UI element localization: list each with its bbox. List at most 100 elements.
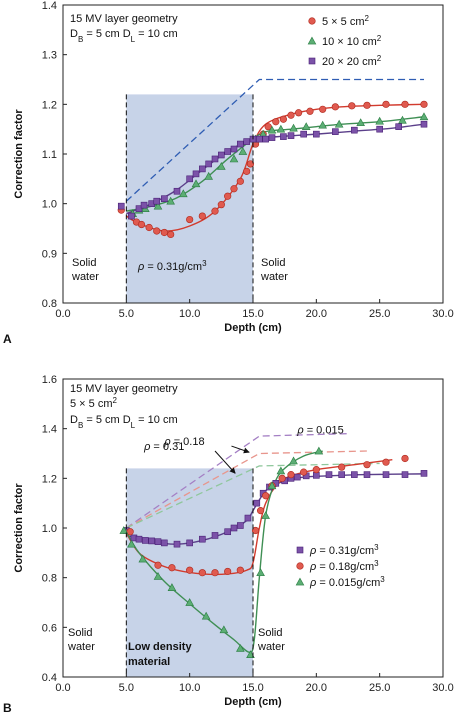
panel-a-legend: 5 × 5 cm2 10 × 10 cm2 20 × 20 cm2 (307, 14, 382, 69)
data-point-20-20-cm2 (199, 165, 206, 173)
data-point-0-31g-cm3 (199, 535, 206, 543)
data-point-0-015g-cm3 (167, 583, 177, 591)
data-point-0-31g-cm3 (237, 522, 244, 529)
data-point-5-5-cm2 (211, 207, 219, 215)
data-point-10-10-cm2 (229, 154, 239, 163)
data-point-0-18g-cm3 (154, 561, 162, 569)
data-point-0-015g-cm3 (153, 572, 163, 580)
data-point-0-015g-cm3 (236, 644, 245, 652)
data-point-5-5-cm2 (382, 100, 390, 108)
data-point-10-10-cm2 (301, 122, 311, 131)
x-tick-label: 5.0 (119, 682, 134, 694)
data-point-20-20-cm2 (262, 135, 269, 143)
legend-entry-20-20-cm2-label: 20 × 20 cm2 (322, 54, 382, 69)
panel-a-density-label: ρ = 0.31g/cm3 (137, 259, 207, 274)
data-point-10-10-cm2 (289, 123, 298, 132)
y-tick-label: 1.2 (42, 473, 57, 485)
data-point-0-015g-cm3 (289, 456, 298, 465)
x-tick-label: 20.0 (306, 682, 327, 694)
data-point-0-015g-cm3 (314, 446, 324, 455)
x-tick-label: 20.0 (306, 308, 327, 320)
data-point-0-31g-cm3 (382, 471, 390, 478)
panel-b-region-label-1: Low density (128, 641, 192, 653)
panel-b-left-region-label-1: Solid (68, 627, 92, 639)
panel-b-left-region-label-2: water (67, 641, 95, 653)
data-point-0-18g-cm3 (236, 566, 244, 574)
data-point-0-015g-cm3 (127, 539, 136, 548)
reference-line-0-18 (126, 450, 368, 529)
legend-entry-10-10-cm2-marker (307, 36, 317, 45)
reference-line (125, 78, 424, 202)
y-tick-label: 0.6 (42, 622, 57, 634)
data-point-20-20-cm2 (128, 212, 135, 220)
legend-entry-10-10-cm2-label: 10 × 10 cm2 (322, 34, 382, 49)
data-point-0-18g-cm3 (401, 454, 409, 463)
panel-b-right-region-label-2: water (257, 641, 285, 653)
data-point-5-5-cm2 (287, 111, 295, 119)
data-point-20-20-cm2 (237, 140, 244, 148)
panel-a-shaded-region (126, 94, 253, 304)
data-point-10-10-cm2 (334, 119, 344, 128)
data-point-10-10-cm2 (398, 115, 407, 124)
data-point-0-31g-cm3 (142, 537, 149, 544)
reference-line-0-015 (125, 432, 349, 529)
data-point-5-5-cm2 (217, 201, 225, 209)
legend-entry-0-18g-cm3-marker (296, 562, 304, 570)
data-point-5-5-cm2 (348, 102, 356, 110)
y-tick-label: 1.0 (42, 523, 57, 535)
data-point-0-31g-cm3 (135, 535, 143, 543)
panel-a-right-region-label-2: water (260, 271, 288, 283)
data-point-0-18g-cm3 (338, 463, 346, 471)
y-tick-label: 1.4 (42, 424, 57, 436)
data-point-0-18g-cm3 (300, 468, 308, 476)
data-point-10-10-cm2 (356, 118, 365, 127)
data-point-0-18g-cm3 (312, 466, 320, 474)
data-point-20-20-cm2 (280, 133, 287, 140)
x-tick-label: 5.0 (119, 308, 134, 320)
data-point-0-31g-cm3 (224, 528, 231, 536)
data-point-10-10-cm2 (267, 125, 277, 134)
data-point-0-31g-cm3 (351, 471, 358, 478)
data-point-0-31g-cm3 (401, 471, 409, 478)
panel-a-left-region-label-1: Solid (72, 257, 96, 269)
panel-b-annotation-field: 5 × 5 cm2 (70, 396, 118, 411)
rho-annotation-0-015: ρ = 0.015 (296, 425, 343, 437)
data-point-0-18g-cm3 (224, 567, 232, 576)
data-point-20-20-cm2 (211, 155, 219, 163)
data-point-5-5-cm2 (153, 227, 161, 235)
panel-a-letter: A (3, 332, 12, 346)
x-tick-label: 0.0 (55, 682, 70, 694)
panel-b-annotation-geometry: 15 MV layer geometry (70, 383, 178, 395)
x-tick-label: 10.0 (179, 682, 200, 694)
data-point-0-31g-cm3 (186, 539, 193, 547)
y-tick-label: 1.1 (42, 149, 57, 161)
rho-annotation-0-18: ρ = 0.18 (163, 436, 204, 448)
data-point-5-5-cm2 (224, 192, 232, 200)
rho-arrow-0-31 (214, 450, 236, 474)
data-point-20-20-cm2 (161, 195, 168, 202)
data-point-20-20-cm2 (205, 160, 212, 168)
series-line-0-18g-cm3 (125, 459, 393, 576)
legend-entry-5-5-cm2-label: 5 × 5 cm2 (322, 14, 370, 29)
data-point-5-5-cm2 (401, 100, 409, 108)
panel-b-ylabel: Correction factor (13, 483, 25, 573)
data-point-20-20-cm2 (135, 205, 143, 212)
data-point-0-015g-cm3 (246, 650, 255, 658)
data-point-5-5-cm2 (167, 230, 175, 239)
data-point-20-20-cm2 (395, 123, 402, 130)
data-point-5-5-cm2 (145, 223, 153, 232)
data-point-0-015g-cm3 (185, 598, 194, 606)
rho-arrow-0-18 (231, 445, 250, 454)
data-point-20-20-cm2 (173, 187, 181, 195)
data-point-5-5-cm2 (272, 118, 280, 126)
data-point-0-18g-cm3 (126, 528, 134, 536)
data-point-5-5-cm2 (295, 109, 303, 117)
legend-entry-5-5-cm2-marker (308, 17, 316, 25)
panel-b-letter: B (3, 701, 12, 713)
x-tick-label: 30.0 (432, 308, 453, 320)
data-point-20-20-cm2 (300, 130, 307, 138)
x-tick-label: 0.0 (55, 308, 70, 320)
data-point-20-20-cm2 (268, 134, 276, 141)
data-point-0-31g-cm3 (325, 471, 333, 478)
